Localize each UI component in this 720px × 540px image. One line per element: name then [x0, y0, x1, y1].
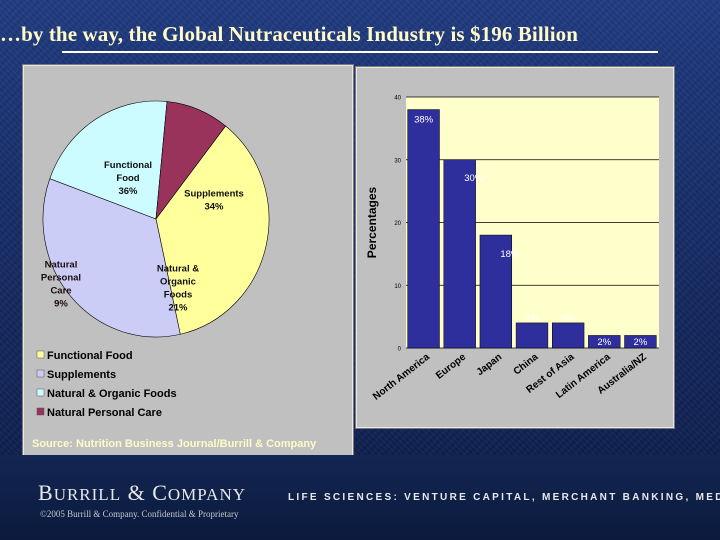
title-underline — [62, 51, 658, 53]
bar-value-label: 2% — [634, 337, 648, 348]
legend-label-natural-personal-care: Natural Personal Care — [47, 407, 162, 419]
pie-slice-natural-personal-care — [155, 101, 226, 221]
pie-pct-label: 36% — [118, 186, 138, 197]
pie-chart: Functional Food 36% Supplements 34% Natural &… — [36, 100, 270, 419]
bar-rest-of-asia — [551, 322, 585, 349]
source-note: Source: Nutrition Business Journal/Burri… — [32, 438, 317, 450]
pie-slice-label: Natural — [45, 260, 78, 271]
pie-pct-label: 21% — [168, 303, 188, 314]
y-tick-label: 10 — [394, 284, 401, 290]
y-tick-label: 0 — [398, 347, 402, 353]
company-logo: BURRILL & COMPANY — [38, 480, 247, 505]
legend-swatch-supplements — [36, 369, 45, 378]
slide-title: …by the way, the Global Nutraceuticals I… — [0, 22, 579, 46]
bar-latin-america — [588, 335, 621, 349]
pie-slice-label: Organic — [160, 277, 196, 288]
bar-value-label: 2% — [597, 337, 611, 348]
y-tick-label: 30 — [394, 158, 401, 164]
pie-slice-label: Care — [50, 286, 71, 297]
x-tick-label: North America — [371, 351, 432, 402]
y-tick-label: 20 — [394, 221, 401, 227]
pie-slice-label: Foods — [164, 290, 193, 301]
copyright-notice: ©2005 Burrill & Company. Confidential & … — [40, 509, 239, 519]
bar-europe — [443, 159, 476, 349]
y-tick-label: 40 — [394, 96, 401, 102]
x-tick-label: China — [512, 351, 541, 377]
x-tick-label: Japan — [475, 352, 505, 378]
bar-value-label: 4% — [561, 312, 575, 323]
bar-japan — [479, 234, 513, 349]
company-tagline: LIFE SCIENCES: VENTURE CAPITAL, MERCHANT… — [288, 492, 720, 503]
pie-chart-panel: Functional Food 36% Supplements 34% Natural &… — [22, 64, 354, 458]
pie-slice-functional-food — [155, 125, 270, 335]
bar-value-label: 30% — [464, 173, 484, 184]
bar-value-label: 18% — [500, 249, 520, 260]
footer-bar — [0, 455, 720, 540]
legend-label-functional-food: Functional Food — [47, 350, 133, 362]
legend-swatch-functional-food — [36, 350, 45, 359]
pie-pct-label: 9% — [54, 299, 68, 310]
pie-slice-natural-organic-foods — [49, 100, 168, 220]
x-tick-label: Europe — [434, 351, 468, 381]
pie-slice-label: Food — [116, 173, 139, 184]
bar-chart: 0 10 20 30 40 38% 30% 18% 4% 4% 2% 2% North Americ… — [365, 96, 659, 403]
pie-slice-label: Supplements — [184, 189, 244, 200]
legend-swatch-natural-personal-care — [36, 407, 45, 416]
legend-label-supplements: Supplements — [47, 369, 116, 381]
pie-pct-label: 34% — [204, 202, 224, 213]
pie-slice-supplements — [42, 178, 181, 338]
pie-slice-label: Personal — [41, 273, 81, 284]
bar-value-label: 4% — [525, 312, 539, 323]
bar-china — [515, 322, 549, 349]
legend-swatch-natural-organic-foods — [36, 388, 45, 397]
bar-chart-panel: 0 10 20 30 40 38% 30% 18% 4% 4% 2% 2% North Americ… — [355, 66, 675, 429]
y-axis-label: Percentages — [365, 186, 379, 258]
pie-slice-label: Natural & — [157, 264, 199, 275]
bar-australia-nz — [624, 335, 657, 349]
legend-label-natural-organic-foods: Natural & Organic Foods — [47, 388, 177, 400]
bar-value-label: 38% — [414, 115, 434, 126]
bar-north-america — [407, 109, 440, 349]
pie-slice-label: Functional — [104, 160, 152, 171]
